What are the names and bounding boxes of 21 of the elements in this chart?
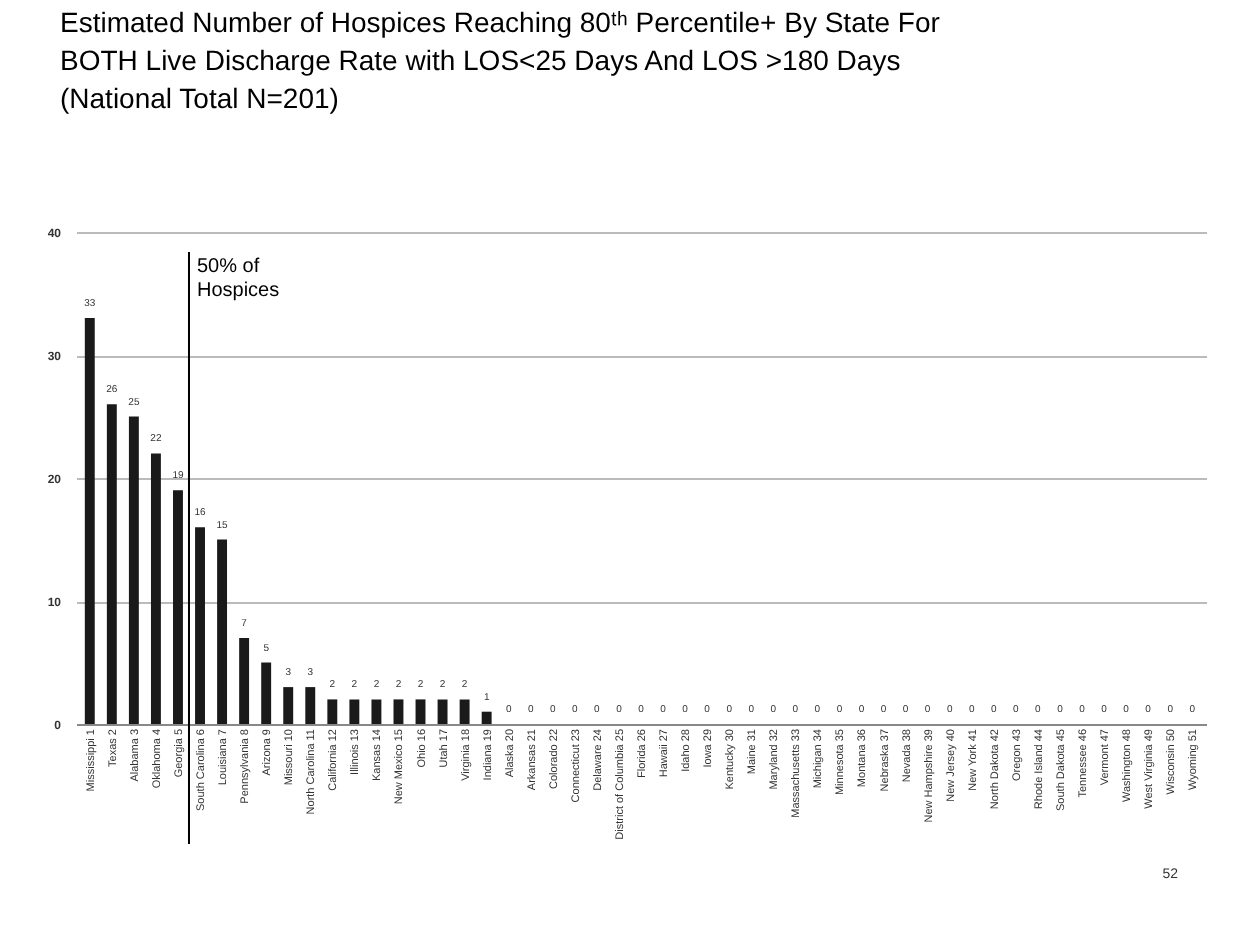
bar bbox=[393, 699, 404, 724]
bar bbox=[437, 699, 448, 724]
bar bbox=[173, 490, 183, 724]
bar bbox=[481, 711, 492, 724]
bar bbox=[84, 318, 95, 724]
bar bbox=[327, 699, 338, 724]
bar bbox=[415, 699, 426, 724]
bar bbox=[283, 687, 294, 724]
bar bbox=[261, 662, 272, 724]
bar bbox=[371, 699, 382, 724]
ref-line-label: 50% of Hospices bbox=[196, 256, 280, 302]
chart-title: Estimated Number of Hospices Reaching 80ᵗʰ Percentile+ By State For BOTH Live Discharge Rate with LOS<25 Days And LOS >180 Days (National Total N=201) bbox=[60, 6, 941, 114]
bar bbox=[106, 404, 117, 724]
bar bbox=[217, 539, 228, 724]
bar bbox=[459, 699, 470, 724]
bar bbox=[349, 699, 360, 724]
bar bbox=[150, 453, 161, 724]
bar bbox=[128, 416, 139, 724]
bar bbox=[305, 687, 316, 724]
bar bbox=[239, 637, 250, 724]
bar bbox=[195, 527, 205, 724]
